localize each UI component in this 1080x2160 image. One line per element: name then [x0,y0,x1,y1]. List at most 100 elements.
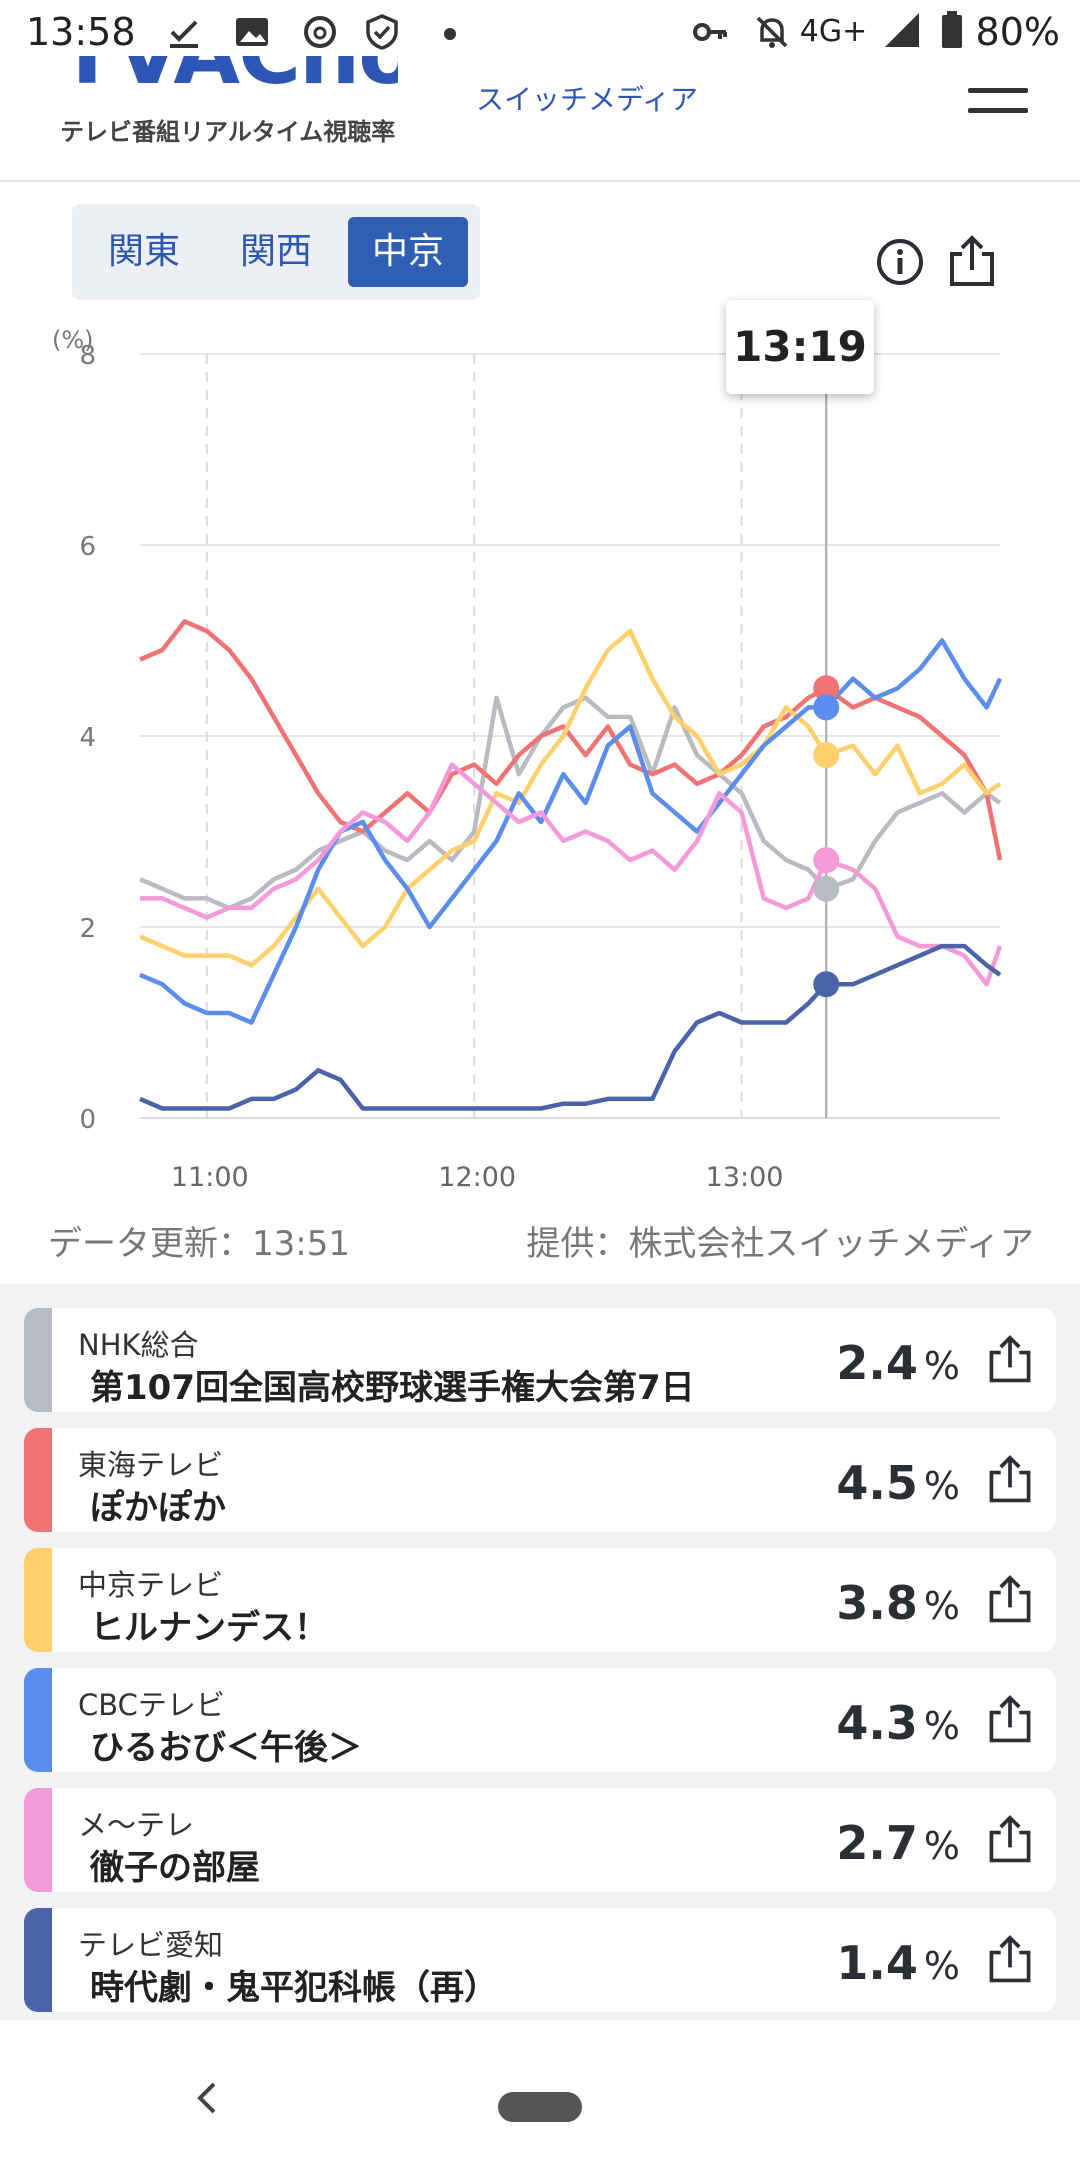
rating-unit: % [923,1824,960,1868]
status-time: 13:58 [26,10,136,54]
y-tick-label: 8 [79,341,96,371]
series-group [140,762,1003,987]
x-tick-label: 11:00 [171,1162,249,1193]
rating-number: 4.3 [836,1696,918,1750]
channel-card-nhk[interactable]: NHK総合 第107回全国高校野球選手権大会第7日 2.4% [24,1308,1056,1412]
signal-icon [885,13,920,47]
rating-value: 2.4% [836,1336,960,1390]
series-line [140,762,1003,987]
status-right: 4G+ 80% [800,10,1060,54]
rating-value: 3.8% [836,1576,960,1630]
data-updated: データ更新：13:51 [48,1224,350,1264]
cursor-point [813,971,840,998]
y-tick-label: 4 [79,723,96,753]
tab-kansai[interactable]: 関西 [239,231,312,272]
network-type: 4G+ [799,14,868,49]
y-unit-label: (%) [52,326,94,354]
channel-card-aichi[interactable]: テレビ愛知 時代劇・鬼平犯科帳（再） 1.4% [24,1908,1056,2012]
system-nav-bar [0,2020,1080,2160]
series-group [139,638,1003,1025]
data-provider: 提供：株式会社スイッチメディア [526,1224,1034,1264]
program-title: 第107回全国高校野球選手権大会第7日 [90,1368,695,1408]
channel-card-cbc[interactable]: CBCテレビ ひるおび＜午後＞ 4.3% [24,1668,1056,1772]
threads-icon [304,16,336,48]
info-icon[interactable] [872,234,928,290]
rating-number: 2.7 [836,1816,918,1870]
rating-number: 3.8 [836,1576,918,1630]
cursor-point [813,875,840,902]
channel-card-tokai[interactable]: 東海テレビ ぽかぽか 4.5% [24,1428,1056,1532]
tab-kanto[interactable]: 関東 [107,231,180,272]
series-line [139,943,1002,1111]
rating-number: 1.4 [836,1936,918,1990]
logo-subtitle: テレビ番組リアルタイム視聴率 [60,118,396,146]
rating-number: 2.4 [836,1336,918,1390]
share-icon[interactable] [984,1334,1036,1386]
x-tick-label: 13:00 [706,1162,784,1193]
channel-color-bar [24,1668,52,1772]
cursor-point [813,675,840,702]
program-title: 徹子の部屋 [90,1848,260,1888]
y-tick-label: 6 [79,532,96,562]
channel-color-bar [24,1548,52,1652]
series-group [139,943,1002,1111]
chart-tooltip: 13:19 [726,300,874,394]
vpn-key-icon [693,23,727,41]
channel-card-metele[interactable]: メ～テレ 徹子の部屋 2.7% [24,1788,1056,1892]
rating-unit: % [923,1584,960,1628]
tab-chukyo[interactable]: 中京 [348,217,468,287]
back-chevron-icon[interactable] [188,2078,228,2118]
program-title: ぽかぽか [90,1488,226,1528]
share-icon[interactable] [984,1574,1036,1626]
battery-icon [942,11,963,48]
share-icon[interactable] [944,234,1000,290]
series-line [139,619,1003,861]
rating-unit: % [923,1344,960,1388]
rating-unit: % [923,1704,960,1748]
station-name: メ～テレ [78,1808,195,1842]
rating-value: 2.7% [836,1816,960,1870]
menu-button[interactable] [968,72,1032,116]
station-name: テレビ愛知 [78,1928,224,1962]
x-tick-label: 12:00 [438,1162,516,1193]
program-title: ヒルナンデス！ [90,1608,328,1648]
station-name: NHK総合 [78,1328,199,1362]
rating-number: 4.5 [836,1456,918,1510]
brand-link[interactable]: スイッチメディア [476,83,699,116]
notifications-off-icon [756,16,788,48]
series-line [139,695,1002,911]
series-line [139,638,1003,1025]
channel-list: NHK総合 第107回全国高校野球選手権大会第7日 2.4% 東海テレビ ぽかぽ… [0,1284,1080,2020]
image-icon [236,18,268,46]
y-tick-label: 2 [79,914,96,944]
home-pill-button[interactable] [498,2092,582,2122]
logo[interactable]: TVAChow [58,56,398,106]
rating-unit: % [923,1944,960,1988]
share-icon[interactable] [984,1934,1036,1986]
series-group [139,628,1002,968]
rating-unit: % [923,1464,960,1508]
logo-text: TVAChow [58,56,398,104]
share-icon[interactable] [984,1694,1036,1746]
region-tabs: 関東 関西 中京 [72,204,480,300]
menu-line [968,108,1028,113]
cursor-point [813,847,840,874]
y-tick-label: 0 [79,1105,96,1135]
download-done-icon [170,20,198,48]
channel-color-bar [24,1908,52,2012]
rating-value: 4.3% [836,1696,960,1750]
cursor-point [813,742,840,769]
station-name: CBCテレビ [78,1688,225,1722]
share-icon[interactable] [984,1454,1036,1506]
rating-value: 1.4% [836,1936,960,1990]
shield-check-icon [366,14,398,50]
channel-card-chukyo[interactable]: 中京テレビ ヒルナンデス！ 3.8% [24,1548,1056,1652]
channel-color-bar [24,1788,52,1892]
rating-value: 4.5% [836,1456,960,1510]
station-name: 東海テレビ [78,1448,224,1482]
cursor-point [813,694,840,721]
channel-color-bar [24,1308,52,1412]
share-icon[interactable] [984,1814,1036,1866]
ratings-chart[interactable]: 0 2 4 6 8(%) 11:00 12:00 13:00 [0,300,1080,1220]
notification-dot-icon [444,28,456,40]
